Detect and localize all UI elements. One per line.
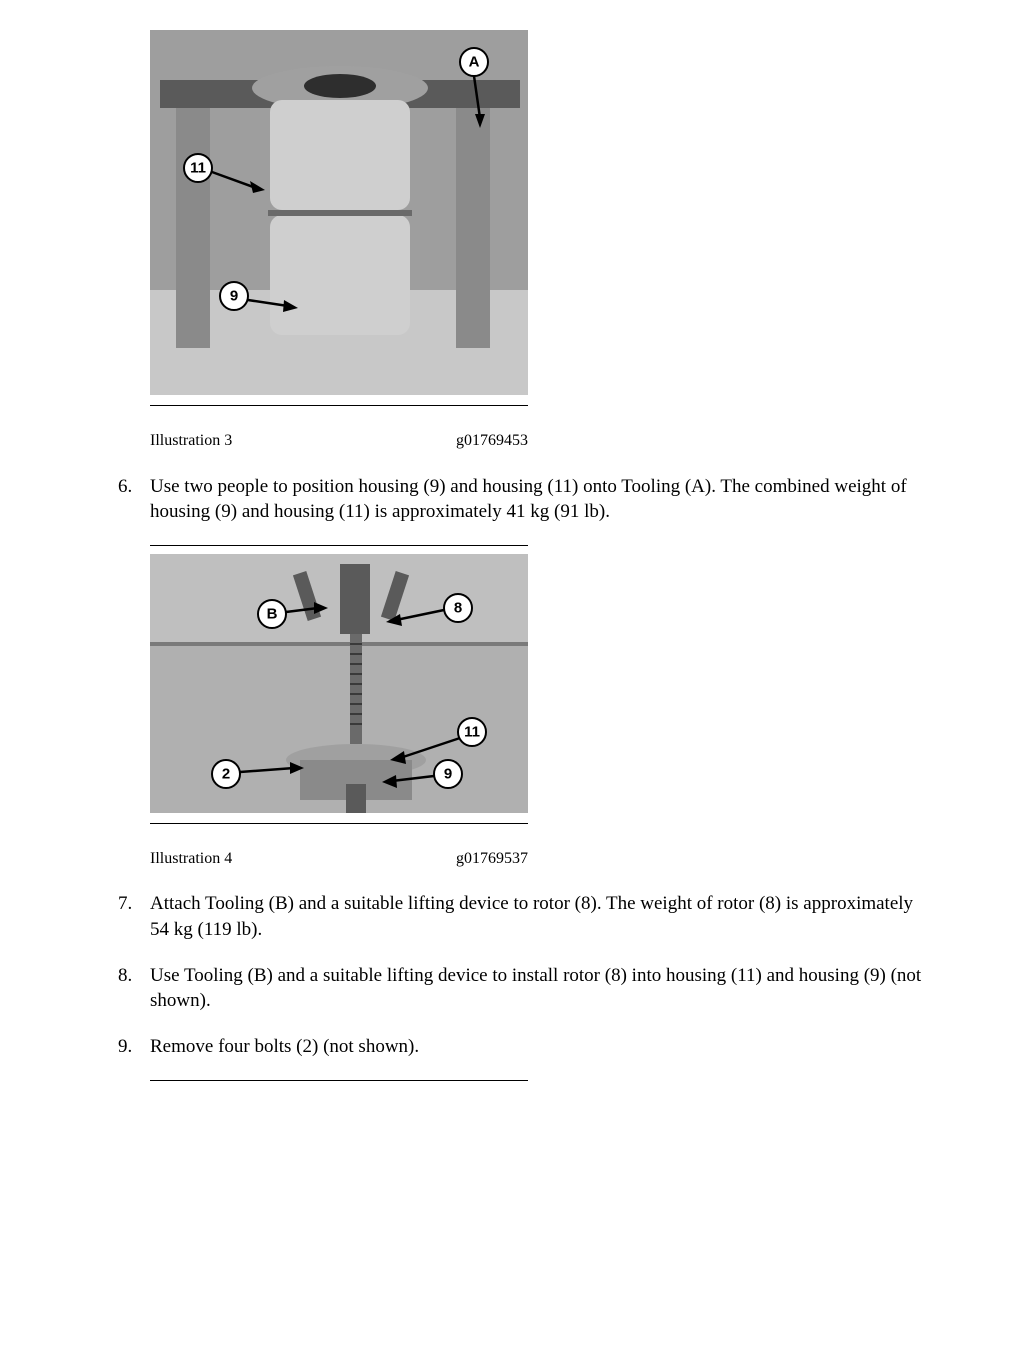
step-6-text: Use two people to position housing (9) a… <box>150 476 907 523</box>
figure-4-caption-right: g01769537 <box>456 848 528 870</box>
figure-4-top-rule <box>150 545 528 546</box>
svg-text:11: 11 <box>190 160 206 177</box>
step-8-number: 8. <box>118 963 132 989</box>
figure-3-rule <box>150 405 528 406</box>
next-figure-top-rule <box>150 1080 528 1081</box>
figure-3: A 11 9 Illustration 3 g01769453 <box>150 30 934 452</box>
figure-3-caption-right: g01769453 <box>456 430 528 452</box>
svg-text:11: 11 <box>464 723 480 740</box>
step-9-text: Remove four bolts (2) (not shown). <box>150 1036 419 1057</box>
step-7-number: 7. <box>118 891 132 917</box>
step-9: 9. Remove four bolts (2) (not shown). <box>118 1034 934 1060</box>
svg-text:2: 2 <box>222 765 230 782</box>
figure-3-caption: Illustration 3 g01769453 <box>150 430 528 452</box>
figure-3-caption-left: Illustration 3 <box>150 430 232 452</box>
step-6: 6. Use two people to position housing (9… <box>118 474 934 525</box>
next-figure-top <box>150 1080 934 1081</box>
svg-text:9: 9 <box>230 288 238 305</box>
step-7: 7. Attach Tooling (B) and a suitable lif… <box>118 891 934 942</box>
figure-4-rule <box>150 823 528 824</box>
svg-text:A: A <box>469 54 480 71</box>
figure-4-caption-left: Illustration 4 <box>150 848 232 870</box>
svg-text:8: 8 <box>454 599 462 616</box>
figure-4: B 8 11 2 9 Illustration 4 g01769537 <box>150 545 934 870</box>
figure-3-photo: A 11 9 <box>150 30 528 395</box>
svg-text:B: B <box>267 605 278 622</box>
step-6-number: 6. <box>118 474 132 500</box>
figure-4-caption: Illustration 4 g01769537 <box>150 848 528 870</box>
step-7-text: Attach Tooling (B) and a suitable liftin… <box>150 893 913 940</box>
step-9-number: 9. <box>118 1034 132 1060</box>
figure-4-photo: B 8 11 2 9 <box>150 554 528 813</box>
svg-text:9: 9 <box>444 765 452 782</box>
step-8: 8. Use Tooling (B) and a suitable liftin… <box>118 963 934 1014</box>
step-8-text: Use Tooling (B) and a suitable lifting d… <box>150 965 921 1012</box>
